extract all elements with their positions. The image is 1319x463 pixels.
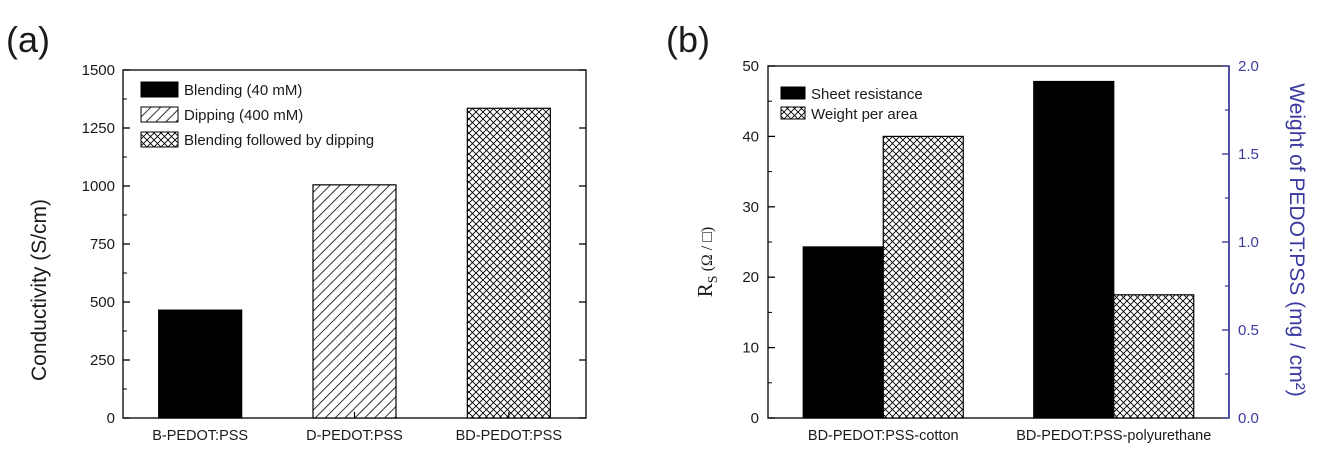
y-tick-label: 0 — [107, 410, 115, 427]
y-axis-title-b: RS (Ω / □) — [693, 227, 721, 297]
y-tick-label: 0 — [751, 410, 759, 427]
svg-text:RS(Ω / □): RS (Ω / □) — [693, 227, 721, 297]
legend-label: Dipping (400 mM) — [184, 107, 303, 124]
bar-sheet-resistance — [802, 246, 884, 419]
y2-axis-title-b: Weight of PEDOT:PSS (mg / cm²) — [1285, 83, 1308, 397]
legend-label: Sheet resistance — [811, 86, 923, 103]
bar — [466, 107, 551, 419]
y-axis-b: 0 10 20 30 40 50 — [742, 58, 775, 427]
y2-tick-label: 0.0 — [1238, 410, 1259, 427]
y-tick-label: 10 — [742, 340, 759, 357]
legend-label: Blending (40 mM) — [184, 82, 302, 99]
legend-b: Sheet resistance Weight per area — [780, 86, 923, 123]
x-tick-label: BD-PEDOT:PSS-cotton — [808, 428, 959, 444]
y-axis-a: 0 250 500 750 1000 1250 1500 — [82, 62, 586, 427]
chart-panel-b: (b) RS (Ω / □) Weight of PEDOT:PSS (mg / … — [666, 19, 1308, 444]
y-tick-label: 750 — [90, 236, 115, 253]
legend-swatch — [780, 106, 806, 120]
y-tick-label: 500 — [90, 294, 115, 311]
bar-weight-per-area — [882, 135, 964, 419]
y2-axis-b: 0.0 0.5 1.0 1.5 2.0 — [1222, 58, 1259, 427]
y-tick-label: 1000 — [82, 178, 115, 195]
y-tick-label: 20 — [742, 269, 759, 286]
legend-label: Weight per area — [811, 106, 918, 123]
y-tick-label: 50 — [742, 58, 759, 75]
x-axis-a: B-PEDOT:PSS D-PEDOT:PSS BD-PEDOT:PSS — [152, 412, 562, 444]
y-tick-label: 250 — [90, 352, 115, 369]
bar-weight-per-area — [1113, 294, 1195, 419]
y-tick-label: 30 — [742, 199, 759, 216]
y-tick-label: 1250 — [82, 120, 115, 137]
bar — [158, 309, 243, 419]
legend-swatch — [140, 131, 179, 148]
y-axis-title-b-unit: (Ω / □) — [699, 227, 716, 272]
y2-tick-label: 0.5 — [1238, 322, 1259, 339]
bars-b — [802, 80, 1195, 419]
legend-swatch — [140, 106, 179, 123]
y2-tick-label: 1.0 — [1238, 234, 1259, 251]
legend-swatch — [780, 86, 806, 100]
panel-label-b: (b) — [666, 19, 710, 60]
y2-tick-label: 2.0 — [1238, 58, 1259, 75]
x-axis-b: BD-PEDOT:PSS-cotton BD-PEDOT:PSS-polyuret… — [808, 412, 1211, 444]
bar-sheet-resistance — [1033, 80, 1115, 419]
y-axis-title-b-sub: S — [706, 275, 721, 283]
legend-a: Blending (40 mM) Dipping (400 mM) Blending… — [140, 81, 374, 149]
x-tick-label: BD-PEDOT:PSS — [456, 428, 562, 444]
panel-label-a: (a) — [6, 19, 50, 60]
y-axis-title-a: Conductivity (S/cm) — [28, 199, 51, 381]
y-tick-label: 40 — [742, 128, 759, 145]
bars-a — [158, 107, 551, 419]
bar — [312, 184, 397, 419]
legend-swatch — [140, 81, 179, 98]
legend-label: Blending followed by dipping — [184, 132, 374, 149]
chart-panel-a: (a) Conductivity (S/cm) 0 250 500 750 1000 12… — [6, 19, 587, 444]
y-tick-label: 1500 — [82, 62, 115, 79]
x-tick-label: B-PEDOT:PSS — [152, 428, 248, 444]
y-axis-title-b-main: R — [693, 283, 717, 297]
x-tick-label: BD-PEDOT:PSS-polyurethane — [1016, 428, 1211, 444]
x-tick-label: D-PEDOT:PSS — [306, 428, 403, 444]
y2-tick-label: 1.5 — [1238, 146, 1259, 163]
